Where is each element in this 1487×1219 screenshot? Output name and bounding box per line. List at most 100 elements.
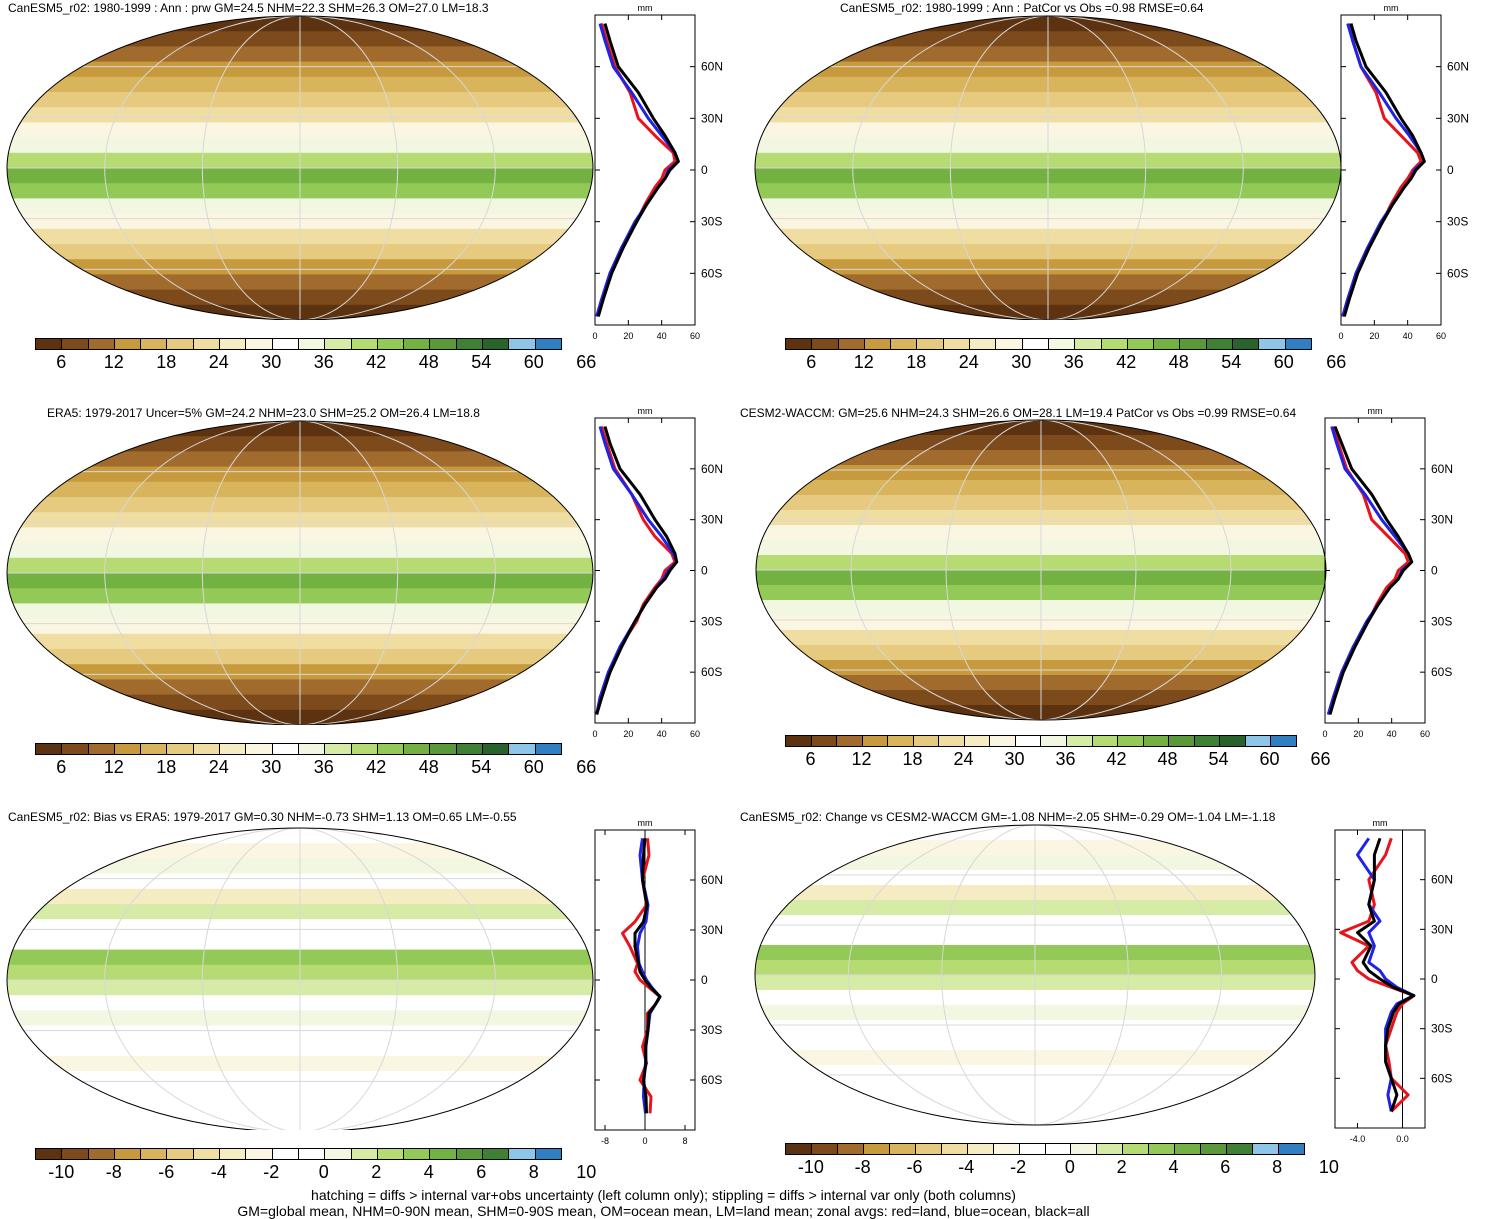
- colorbar-cell: [324, 339, 351, 349]
- zonal-line-all: [596, 23, 680, 317]
- colorbar-label: 48: [1157, 749, 1178, 769]
- colorbar-cell: [482, 339, 509, 349]
- colorbar-cell: [1126, 339, 1154, 349]
- colorbar-label: 60: [1259, 749, 1280, 769]
- colorbar-cell: [166, 744, 193, 754]
- colorbar-cell: [61, 1149, 88, 1159]
- y-tick-label: 60S: [701, 266, 722, 280]
- panel-pattern-correlation: CanESM5_r02: 1980-1999 : Ann : PatCor vs…: [748, 0, 1487, 400]
- colorbar-label: 42: [366, 757, 387, 777]
- colorbar-cell: [1153, 339, 1180, 349]
- colorbar-cell: [192, 744, 220, 754]
- colorbar-cell: [1244, 736, 1271, 746]
- colorbar-cell: [1066, 736, 1092, 746]
- colorbar-label: 24: [208, 757, 229, 777]
- colorbar-cell: [1122, 1144, 1149, 1154]
- colorbar-cell: [1258, 339, 1285, 349]
- colorbar-cell: [245, 339, 272, 349]
- y-tick-label: 60N: [701, 873, 723, 887]
- colorbar-cell: [350, 339, 377, 349]
- y-tick-label: 30S: [1447, 215, 1468, 229]
- y-tick-label: 30S: [701, 215, 722, 229]
- y-tick-label: 60S: [1431, 665, 1452, 679]
- zonal-unit-label: mm: [638, 3, 653, 13]
- y-tick-label: 60N: [1447, 60, 1469, 74]
- colorbar-cell: [811, 339, 838, 349]
- y-tick-label: 60N: [1431, 873, 1453, 887]
- map-border: [6, 15, 594, 320]
- colorbar: -10 -8 -6 -4 -2 0 2 4 6 8 10: [35, 1148, 596, 1188]
- zonal-line-land: [1341, 23, 1423, 317]
- colorbar-cell: [890, 339, 917, 349]
- colorbar-cell: [113, 744, 141, 754]
- y-tick-label: 30S: [701, 1023, 722, 1037]
- zonal-average-plot: mm 60N 30N 0 30S 60S 0 20 40 60: [1338, 3, 1469, 340]
- map-plot: [754, 15, 1342, 320]
- colorbar-cell: [455, 1149, 483, 1159]
- graticule-line: [847, 825, 1036, 1125]
- colorbar-label: -2: [1010, 1157, 1027, 1177]
- colorbar-cell: [36, 1149, 62, 1159]
- colorbar-cell: [887, 736, 913, 746]
- graticule-line: [1034, 825, 1129, 1125]
- x-tick-label: 40: [1387, 729, 1397, 739]
- colorbar: -10 -8 -6 -4 -2 0 2 4 6 8 10: [785, 1143, 1339, 1183]
- colorbar-cell: [1252, 1144, 1279, 1154]
- colorbar-cell: [245, 1149, 272, 1159]
- colorbar-cell: [482, 744, 509, 754]
- colorbar-label: 54: [471, 757, 492, 777]
- colorbar-cell: [837, 339, 864, 349]
- colorbar-cell: [403, 744, 430, 754]
- colorbar: 6 12 18 24 30 36 42 48 54 60 66: [35, 743, 596, 783]
- zonal-average-plot: mm 60N 30N 0 30S 60S 0 20 40 60: [592, 406, 723, 739]
- colorbar-label: 36: [313, 352, 334, 372]
- colorbar-label: 48: [418, 757, 439, 777]
- panel-title: CanESM5_r02: 1980-1999 : Ann : PatCor vs…: [840, 1, 1204, 15]
- zonal-line-land: [595, 23, 677, 317]
- colorbar-cell: [508, 1149, 535, 1159]
- colorbar-cell: [455, 339, 483, 349]
- colorbar-label: 36: [313, 757, 334, 777]
- colorbar-cell: [1200, 1144, 1227, 1154]
- colorbar-cell: [376, 744, 404, 754]
- zonal-unit-label: mm: [638, 406, 653, 416]
- colorbar-cell: [810, 736, 837, 746]
- colorbar-cell: [861, 736, 888, 746]
- colorbar-cell: [271, 339, 298, 349]
- colorbar-label: 30: [261, 352, 282, 372]
- colorbar-label: -10: [797, 1157, 824, 1177]
- colorbar-cell: [87, 1149, 114, 1159]
- x-tick-label: 20: [1369, 331, 1379, 340]
- y-tick-label: 60S: [1447, 266, 1468, 280]
- colorbar-cell: [508, 744, 535, 754]
- map-plot: [755, 419, 1327, 721]
- zonal-frame: [594, 417, 696, 724]
- colorbar-label: 18: [156, 352, 177, 372]
- colorbar-cell: [1018, 1144, 1045, 1154]
- y-tick-label: 60N: [701, 462, 723, 476]
- colorbar-cell: [297, 339, 325, 349]
- colorbar-cells: [785, 735, 1297, 747]
- colorbar-label: 60: [523, 352, 544, 372]
- colorbar-cell: [350, 1149, 377, 1159]
- y-tick-label: 30N: [701, 111, 723, 125]
- panel-change: CanESM5_r02: Change vs CESM2-WACCM GM=-1…: [740, 810, 1480, 1210]
- colorbar-cell: [1219, 736, 1245, 746]
- y-tick-label: 30S: [1431, 614, 1452, 628]
- colorbar-cell: [914, 1144, 941, 1154]
- colorbar-cell: [1174, 1144, 1201, 1154]
- zonal-line-land: [1326, 426, 1410, 715]
- colorbar-cell: [1117, 736, 1143, 746]
- colorbar-label: 12: [103, 352, 124, 372]
- colorbar-label: 2: [1116, 1157, 1127, 1177]
- colorbar-label: 12: [851, 749, 872, 769]
- y-tick-label: 60N: [701, 60, 723, 74]
- colorbar-label: 8: [1272, 1157, 1283, 1177]
- colorbar-cell: [989, 736, 1015, 746]
- y-tick-label: 0: [701, 973, 708, 987]
- zonal-line-all: [1328, 425, 1414, 715]
- colorbar-cell: [166, 1149, 193, 1159]
- panel-bias: CanESM5_r02: Bias vs ERA5: 1979-2017 GM=…: [0, 810, 740, 1210]
- colorbar-label: 10: [576, 1162, 597, 1182]
- graticule-line: [104, 421, 301, 725]
